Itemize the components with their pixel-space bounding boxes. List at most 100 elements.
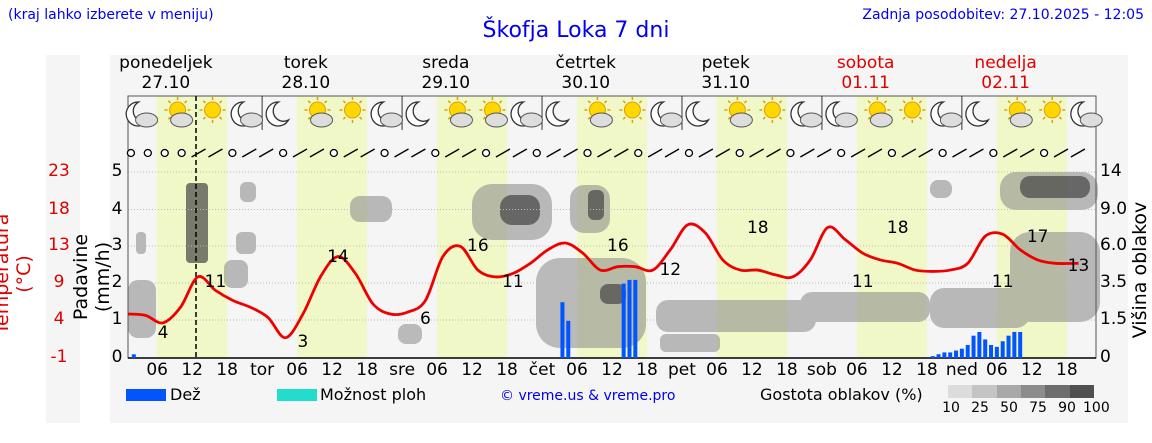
- x-tick: 18: [776, 360, 798, 380]
- precip-bars: [131, 279, 1023, 358]
- cloud-core: [186, 183, 208, 263]
- weather-icon: [230, 101, 264, 128]
- day-label: sreda 29.10: [391, 53, 501, 93]
- wind-arrow: [394, 148, 409, 158]
- wind-arrow: [309, 148, 325, 158]
- precip-bar: [977, 331, 982, 358]
- weather-icon: [965, 101, 991, 127]
- wind-arrow: [597, 148, 612, 158]
- day-label: četrtek 30.10: [531, 53, 641, 93]
- x-tick: 12: [741, 360, 763, 380]
- wind-arrow: [191, 148, 206, 158]
- scale-label: 90: [1058, 400, 1076, 416]
- location-hint: (kraj lahko izberete v meniju): [8, 7, 214, 23]
- weather-icon: [510, 101, 543, 128]
- day-date: 29.10: [421, 73, 471, 93]
- wind-arrow: [444, 148, 460, 158]
- day-label: ponedeljek 27.10: [111, 53, 221, 93]
- wind-calm: [583, 148, 592, 158]
- wind-arrow: [1070, 148, 1086, 158]
- axis-tick: 14: [1100, 161, 1122, 181]
- x-tick: 06: [146, 360, 168, 380]
- cloud-core: [500, 195, 540, 225]
- wind-row: [126, 148, 1086, 158]
- day-label: sobota 01.11: [811, 53, 921, 93]
- temperature-label: 16: [467, 236, 489, 256]
- x-tick: 18: [636, 360, 658, 380]
- day-name: torek: [283, 53, 328, 73]
- wind-arrow: [613, 148, 629, 158]
- scale-label: 100: [1083, 400, 1110, 416]
- x-tick: 06: [286, 360, 308, 380]
- weather-icon: [1070, 101, 1103, 128]
- wind-arrow: [749, 148, 764, 158]
- weather-icon: [899, 97, 926, 123]
- precip-bar: [621, 283, 626, 358]
- wind-calm: [989, 148, 998, 158]
- precip-bar: [936, 354, 941, 358]
- axis-tick: 13: [48, 235, 70, 255]
- cloud-density-legend: Gostota oblakov (%): [760, 385, 923, 404]
- wind-arrow: [343, 148, 359, 158]
- weather-icon: [339, 97, 366, 123]
- wind-calm: [143, 148, 152, 158]
- axis-tick: 9: [53, 272, 65, 292]
- day-date: 27.10: [141, 73, 191, 93]
- storm-legend: Možnost ploh: [320, 385, 427, 404]
- wind-calm: [684, 148, 694, 158]
- temperature-label: 14: [327, 247, 349, 267]
- x-tick: ned: [945, 360, 978, 380]
- wind-arrow: [664, 148, 680, 158]
- wind-arrow: [969, 148, 984, 158]
- scale-label: 10: [942, 400, 960, 416]
- weather-icon: [545, 101, 571, 127]
- wind-calm: [177, 148, 186, 158]
- weather-icon: [125, 101, 159, 128]
- rain-legend: Dež: [170, 385, 201, 404]
- x-tick: tor: [250, 360, 275, 380]
- weather-icon: [685, 101, 711, 127]
- wind-arrow: [258, 148, 274, 158]
- x-tick: 18: [916, 360, 938, 380]
- credit[interactable]: © vreme.us & vreme.pro: [500, 388, 676, 404]
- weather-icon: [864, 97, 893, 128]
- x-tick: 06: [706, 360, 728, 380]
- wind-arrow: [546, 148, 562, 158]
- cloud-blob: [800, 292, 930, 322]
- scale-label: 50: [1000, 400, 1018, 416]
- precip-bar: [948, 352, 953, 358]
- precip-bar: [1018, 331, 1023, 358]
- x-tick: 18: [356, 360, 378, 380]
- wind-arrow: [766, 148, 781, 158]
- scale-label: 25: [971, 400, 989, 416]
- axis-tick: 5: [111, 161, 123, 181]
- weather-icon: [444, 97, 473, 128]
- day-date: 28.10: [281, 73, 331, 93]
- rain-swatch: [126, 389, 166, 401]
- temperature-label: 11: [205, 272, 227, 292]
- left-axis-band: [46, 55, 80, 423]
- wind-arrow: [1019, 148, 1035, 158]
- axis-tick: 3.5: [1100, 272, 1128, 292]
- axis-tick: 23: [48, 161, 70, 181]
- wind-arrow: [512, 148, 528, 158]
- precip-bar: [983, 339, 988, 358]
- x-tick: 12: [601, 360, 623, 380]
- x-tick: 12: [881, 360, 903, 380]
- wind-calm: [228, 148, 237, 158]
- wind-calm: [329, 148, 338, 158]
- weather-icon: [584, 97, 613, 128]
- wind-calm: [126, 148, 136, 158]
- weather-icon: [790, 101, 823, 128]
- wind-calm: [532, 148, 541, 158]
- temperature-label: 12: [659, 260, 681, 280]
- wind-arrow: [360, 148, 376, 158]
- x-tick: sob: [806, 360, 837, 380]
- weather-icon: [619, 97, 646, 123]
- axis-tick: 1.5: [1100, 309, 1128, 329]
- cloud-blob: [224, 260, 248, 288]
- cloud-layer: [128, 172, 1100, 352]
- axis-tick: 4: [53, 309, 65, 329]
- cloud-core: [1020, 176, 1090, 198]
